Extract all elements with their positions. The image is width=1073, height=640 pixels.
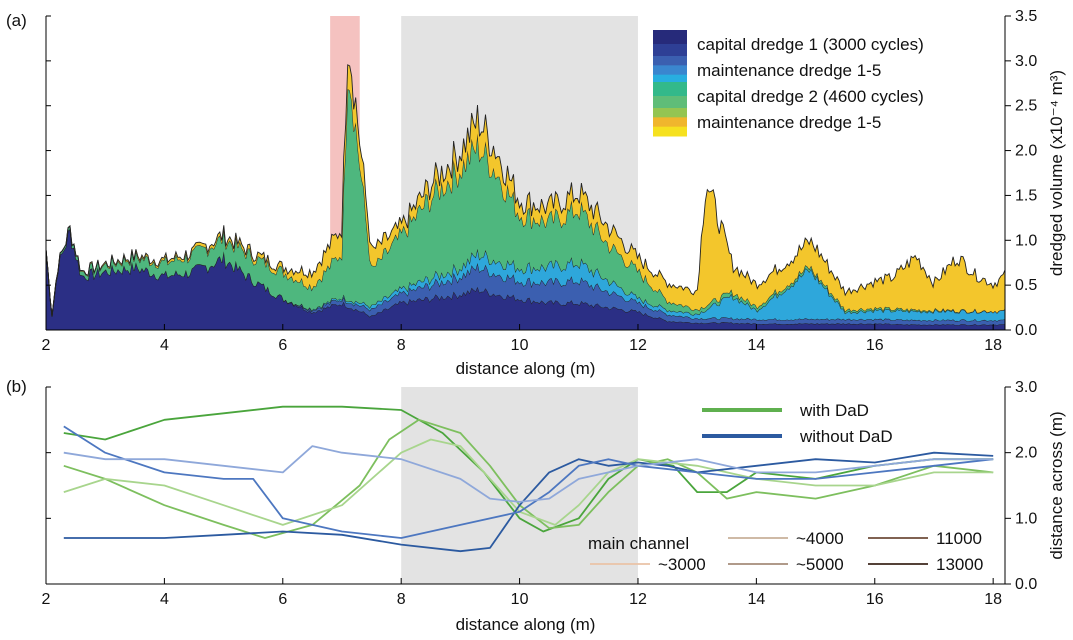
x-tick-label: 16 bbox=[866, 591, 884, 608]
x-tick-label: 14 bbox=[747, 337, 765, 354]
y-tick-label: 1.5 bbox=[1015, 187, 1037, 204]
legend-swatch bbox=[653, 30, 687, 45]
main-channel-legend-label: ~3000 bbox=[658, 555, 706, 574]
x-tick-label: 2 bbox=[42, 337, 51, 354]
panel-a-label: (a) bbox=[6, 11, 27, 30]
panel-a-legend: capital dredge 1 (3000 cycles) maintenanc… bbox=[650, 28, 975, 156]
legend-swatch bbox=[653, 44, 687, 59]
y-tick-label: 3.5 bbox=[1015, 8, 1037, 25]
panel-a-x-axis-label: distance along (m) bbox=[456, 359, 596, 378]
panel-a-x-ticks: 2 4 6 8 10 12 14 16 18 bbox=[42, 324, 1002, 354]
x-tick-label: 10 bbox=[511, 591, 529, 608]
main-channel-legend-label: 13000 bbox=[936, 555, 983, 574]
y-tick-label: 2.0 bbox=[1015, 445, 1037, 462]
x-tick-label: 14 bbox=[747, 591, 765, 608]
x-tick-label: 18 bbox=[984, 337, 1002, 354]
x-tick-label: 8 bbox=[397, 591, 406, 608]
x-tick-label: 6 bbox=[278, 591, 287, 608]
area-layer-outline bbox=[45, 64, 1006, 317]
x-tick-label: 2 bbox=[42, 591, 51, 608]
area-layer-3 bbox=[46, 229, 1005, 322]
panel-b-y-ticks: 0.0 1.0 2.0 3.0 bbox=[46, 379, 1037, 593]
panel-b-channel-lines bbox=[63, 405, 994, 553]
x-tick-label: 6 bbox=[278, 337, 287, 354]
legend-label: capital dredge 2 (4600 cycles) bbox=[697, 87, 924, 106]
legend-swatch bbox=[653, 117, 687, 128]
legend-label: capital dredge 1 (3000 cycles) bbox=[697, 35, 924, 54]
x-tick-label: 10 bbox=[511, 337, 529, 354]
panel-b-x-axis-label: distance along (m) bbox=[456, 615, 596, 634]
x-tick-label: 4 bbox=[160, 337, 169, 354]
channel-line-1 bbox=[63, 405, 994, 533]
y-tick-label: 3.0 bbox=[1015, 379, 1037, 396]
panel-b-shaded-region bbox=[401, 387, 638, 584]
panel-a-y-axis-label: dredged volume (x10⁻⁴ m³) bbox=[1047, 70, 1066, 276]
panel-b-label: (b) bbox=[6, 377, 27, 396]
legend-background bbox=[650, 28, 975, 156]
x-tick-label: 18 bbox=[984, 591, 1002, 608]
y-tick-label: 3.0 bbox=[1015, 53, 1037, 70]
x-tick-label: 8 bbox=[397, 337, 406, 354]
legend-swatch bbox=[653, 56, 687, 66]
y-tick-label: 0.0 bbox=[1015, 576, 1037, 593]
legend-label: with DaD bbox=[799, 401, 869, 420]
main-channel-legend-label: ~5000 bbox=[796, 555, 844, 574]
y-tick-label: 1.0 bbox=[1015, 232, 1037, 249]
panel-b-main-channel-legend: main channel ~3000 ~4000 ~5000 11000 13000 bbox=[588, 529, 983, 574]
x-tick-label: 4 bbox=[160, 591, 169, 608]
x-tick-label: 12 bbox=[629, 591, 647, 608]
legend-swatch bbox=[653, 82, 687, 97]
x-tick-label: 16 bbox=[866, 337, 884, 354]
area-layer-4 bbox=[46, 89, 1005, 317]
legend-swatch bbox=[653, 74, 687, 85]
channel-line-4 bbox=[63, 451, 994, 553]
y-tick-label: 2.0 bbox=[1015, 143, 1037, 160]
channel-line-6 bbox=[63, 445, 994, 503]
y-tick-label: 2.5 bbox=[1015, 98, 1037, 115]
legend-swatch bbox=[653, 126, 687, 137]
panel-b-x-ticks: 2 4 6 8 10 12 14 16 18 bbox=[42, 578, 1002, 608]
legend-swatch bbox=[653, 65, 687, 76]
legend-label: maintenance dredge 1-5 bbox=[697, 61, 881, 80]
area-layer-1 bbox=[46, 229, 1005, 330]
legend-swatch bbox=[653, 108, 687, 118]
x-tick-label: 12 bbox=[629, 337, 647, 354]
panel-b-legend: with DaD without DaD bbox=[702, 401, 893, 446]
channel-line-5 bbox=[63, 425, 994, 539]
y-tick-label: 0.5 bbox=[1015, 277, 1037, 294]
panel-a: 2 4 6 8 10 12 14 16 18 0.00.51.01.52.02.53.03.5 … bbox=[6, 8, 1066, 378]
area-layer-5 bbox=[46, 64, 1005, 317]
panel-a-stacked-areas bbox=[45, 64, 1006, 330]
main-channel-legend-title: main channel bbox=[588, 534, 689, 553]
legend-swatch bbox=[653, 96, 687, 111]
legend-label: without DaD bbox=[799, 427, 893, 446]
y-tick-label: 1.0 bbox=[1015, 510, 1037, 527]
panel-b: 2 4 6 8 10 12 14 16 18 0.0 1.0 2.0 3.0 distance alo… bbox=[6, 377, 1066, 634]
main-channel-legend-label: 11000 bbox=[936, 529, 982, 548]
main-channel-legend-label: ~4000 bbox=[796, 529, 844, 548]
y-tick-label: 0.0 bbox=[1015, 322, 1037, 339]
panel-a-y-ticks: 0.0 0.5 1.0 1.5 2.0 2.5 3.0 3.5 bbox=[46, 8, 1037, 339]
panel-b-y-axis-label: distance across (m) bbox=[1047, 411, 1066, 559]
legend-label: maintenance dredge 1-5 bbox=[697, 113, 881, 132]
